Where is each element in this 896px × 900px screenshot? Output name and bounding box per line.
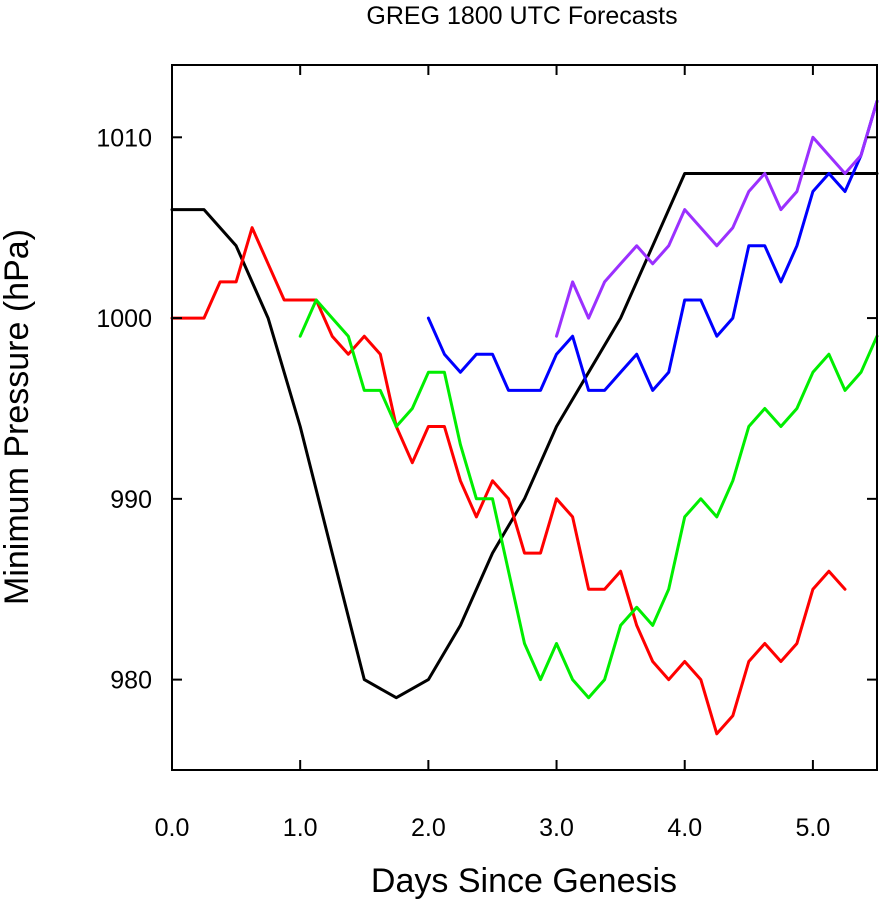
x-tick-label: 0.0	[155, 814, 190, 842]
tick-layer: 0.0 1.0 2.0 3.0 4.0 5.0 980 990 1000 1010	[96, 65, 877, 842]
series-line-5	[555, 99, 879, 338]
x-tick-label: 4.0	[667, 814, 702, 842]
plot-frame	[171, 64, 878, 771]
y-tick-label: 990	[110, 486, 152, 514]
series-line-3	[298, 298, 879, 700]
x-axis-label: Days Since Genesis	[371, 862, 677, 900]
series-line-4	[426, 99, 879, 392]
series-layer	[170, 99, 879, 736]
x-tick-label: 3.0	[539, 814, 574, 842]
y-tick-label: 1010	[96, 124, 152, 152]
series-line-2	[170, 226, 847, 736]
x-tick-label: 5.0	[796, 814, 831, 842]
y-axis-label: Minimum Pressure (hPa)	[0, 229, 36, 605]
x-tick-label: 1.0	[283, 814, 318, 842]
y-tick-label: 1000	[96, 305, 152, 333]
series-line-1	[170, 172, 879, 700]
y-tick-label: 980	[110, 667, 152, 695]
x-tick-label: 2.0	[411, 814, 446, 842]
chart-title: GREG 1800 UTC Forecasts	[366, 2, 677, 30]
